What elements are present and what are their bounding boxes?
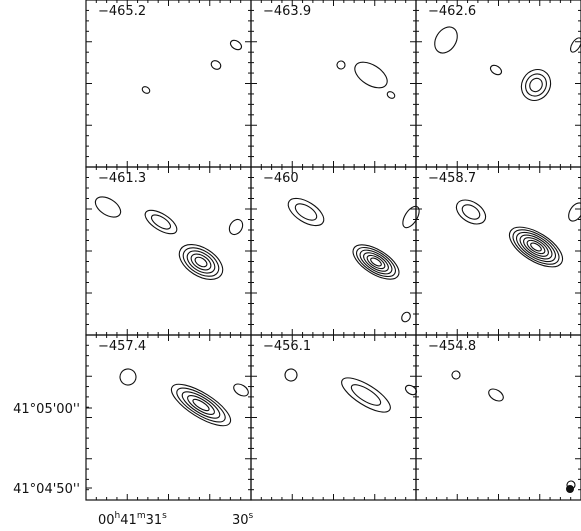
- x-label-number: 00: [98, 513, 115, 528]
- panel: −458.7: [415, 166, 581, 336]
- contour: [181, 391, 221, 419]
- x-label-unit: s: [249, 511, 254, 521]
- contour: [233, 383, 249, 397]
- contour: [386, 91, 396, 99]
- contour: [187, 395, 215, 415]
- channel-velocity-label: −458.7: [428, 171, 476, 186]
- x-label-number: 30: [232, 513, 249, 528]
- y-axis-label: 41°05'00'': [13, 402, 80, 417]
- contour: [178, 244, 224, 280]
- contour: [489, 64, 503, 76]
- contour: [294, 203, 318, 221]
- channel-velocity-label: −463.9: [263, 4, 311, 19]
- x-label-number: 31: [146, 513, 163, 528]
- panel-frame: [250, 334, 417, 501]
- contour: [144, 209, 178, 235]
- contour: [519, 234, 553, 260]
- contour: [186, 250, 216, 274]
- contour: [190, 253, 212, 271]
- panel: −463.9: [250, 0, 417, 168]
- channel-velocity-label: −457.4: [98, 339, 146, 354]
- panel-frame: [415, 0, 581, 168]
- y-axis-label: 41°04'50'': [13, 482, 80, 497]
- contour: [354, 61, 388, 89]
- contour: [336, 60, 346, 70]
- contour: [451, 370, 461, 380]
- panel: −465.2: [85, 0, 252, 168]
- contour: [401, 311, 411, 323]
- contour: [141, 86, 151, 94]
- contour: [210, 60, 222, 70]
- contour: [192, 398, 210, 412]
- panel: −456.1: [250, 334, 418, 501]
- contour: [570, 37, 581, 53]
- channel-velocity-label: −454.8: [428, 339, 476, 354]
- contour: [434, 26, 458, 54]
- panel: −461.3: [85, 166, 252, 336]
- x-axis-label: 00h41m31s: [98, 511, 167, 528]
- channel-velocity-label: −465.2: [98, 4, 146, 19]
- contour: [352, 244, 400, 280]
- x-label-unit: h: [115, 511, 121, 521]
- panel: −454.8: [415, 334, 581, 501]
- contour: [402, 205, 420, 229]
- contour: [370, 257, 382, 267]
- x-label-number: 41: [120, 513, 137, 528]
- contour: [523, 237, 549, 257]
- channel-velocity-label: −461.3: [98, 171, 146, 186]
- contour: [176, 387, 226, 423]
- contour: [287, 197, 325, 227]
- contour: [284, 368, 298, 382]
- contour: [341, 377, 391, 413]
- panel-frame: [415, 334, 581, 501]
- contour: [229, 39, 243, 51]
- channel-velocity-label: −456.1: [263, 339, 311, 354]
- channel-velocity-label: −462.6: [428, 4, 476, 19]
- panel-frame: [250, 0, 417, 168]
- contour: [512, 229, 560, 265]
- contour: [359, 249, 393, 275]
- contour: [508, 226, 564, 268]
- contour: [350, 384, 382, 406]
- contour: [488, 388, 504, 402]
- panel: −457.4: [85, 334, 252, 501]
- contour: [228, 218, 244, 236]
- panel: −462.6: [415, 0, 581, 168]
- contour: [455, 199, 487, 225]
- contour: [363, 252, 389, 272]
- contour: [530, 242, 542, 252]
- panel-frame: [85, 0, 252, 168]
- panel-frame: [250, 166, 417, 336]
- contour: [150, 214, 172, 230]
- contour: [356, 246, 396, 278]
- contour: [568, 202, 581, 222]
- beam: [566, 485, 574, 493]
- contour: [119, 368, 137, 386]
- panel-frame: [85, 334, 252, 501]
- contour: [529, 77, 543, 93]
- panel: −460: [250, 166, 420, 336]
- contour: [520, 68, 552, 102]
- panel-frame: [415, 166, 581, 336]
- contour: [366, 254, 386, 270]
- contour: [94, 196, 122, 218]
- contour: [194, 256, 208, 268]
- contour: [525, 73, 547, 97]
- contour: [526, 239, 546, 255]
- x-axis-label: 30s: [232, 511, 254, 528]
- panel-frame: [85, 166, 252, 336]
- channel-velocity-label: −460: [263, 171, 299, 186]
- contour: [170, 383, 232, 427]
- contour: [516, 231, 556, 263]
- x-label-unit: m: [137, 511, 146, 521]
- contour: [461, 204, 481, 220]
- x-label-unit: s: [162, 511, 167, 521]
- contour: [182, 247, 220, 277]
